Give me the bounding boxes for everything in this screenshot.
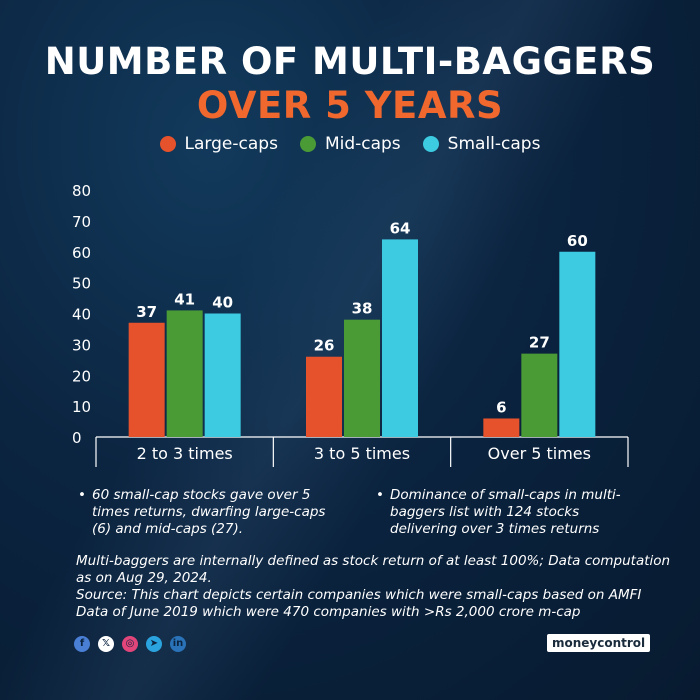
chart-subtitle: OVER 5 YEARS bbox=[196, 84, 504, 127]
bar-chart: 0 10 20 30 40 50 60 70 80 37 41 40 2 to 3 times 26 38 6… bbox=[72, 182, 629, 467]
bar bbox=[483, 418, 520, 437]
legend-label-mid-caps: Mid-caps bbox=[324, 134, 401, 154]
instagram-icon[interactable]: ◎ bbox=[122, 636, 138, 652]
social-links: f 𝕏 ◎ ➤ in bbox=[74, 636, 186, 652]
x-icon[interactable]: 𝕏 bbox=[98, 636, 114, 652]
footnotes: Multi-baggers are internally defined as … bbox=[76, 553, 676, 621]
telegram-icon[interactable]: ➤ bbox=[146, 636, 162, 652]
legend-label-large-caps: Large-caps bbox=[184, 134, 278, 154]
bullet-icon: • bbox=[78, 487, 86, 503]
takeaway-text: 60 small-cap stocks gave over 5 times re… bbox=[92, 487, 326, 537]
data-label: 40 bbox=[212, 294, 233, 312]
definition-note: Multi-baggers are internally defined as … bbox=[76, 553, 671, 586]
legend-swatch-small-caps bbox=[422, 136, 439, 152]
data-label: 38 bbox=[352, 300, 373, 318]
bar bbox=[166, 310, 203, 437]
bar bbox=[344, 319, 380, 437]
y-tick-label: 20 bbox=[72, 367, 91, 385]
y-tick-label: 0 bbox=[72, 429, 82, 447]
x-tick-label: Over 5 times bbox=[488, 444, 591, 463]
data-label: 27 bbox=[529, 334, 550, 352]
moneycontrol-logo: moneycontrol bbox=[547, 634, 651, 652]
bar bbox=[521, 353, 558, 437]
y-tick-label: 40 bbox=[72, 306, 91, 324]
bullet-icon: • bbox=[376, 487, 384, 503]
legend-item-mid-caps: Mid-caps bbox=[299, 134, 401, 154]
takeaway-text: Dominance of small-caps in multi-baggers… bbox=[390, 487, 621, 537]
x-tick-label: 3 to 5 times bbox=[314, 444, 410, 463]
y-tick-label: 60 bbox=[72, 244, 91, 262]
bar bbox=[306, 356, 342, 437]
bar bbox=[128, 322, 165, 437]
facebook-icon[interactable]: f bbox=[74, 636, 90, 652]
key-takeaways: • 60 small-cap stocks gave over 5 times … bbox=[78, 487, 638, 538]
data-label: 60 bbox=[567, 232, 588, 250]
source-note: Source: This chart depicts certain compa… bbox=[76, 587, 642, 620]
data-label: 26 bbox=[314, 337, 335, 355]
data-label: 6 bbox=[496, 398, 506, 416]
y-tick-label: 10 bbox=[72, 398, 91, 416]
takeaway-item: • 60 small-cap stocks gave over 5 times … bbox=[78, 487, 340, 538]
y-tick-label: 70 bbox=[72, 213, 91, 231]
data-label: 64 bbox=[390, 219, 411, 237]
chart-title: NUMBER OF MULTI-BAGGERS bbox=[44, 40, 656, 83]
legend-item-small-caps: Small-caps bbox=[422, 134, 541, 154]
linkedin-icon[interactable]: in bbox=[170, 636, 186, 652]
data-label: 41 bbox=[174, 290, 195, 308]
legend-item-large-caps: Large-caps bbox=[159, 134, 278, 154]
bar bbox=[204, 313, 241, 437]
legend-label-small-caps: Small-caps bbox=[447, 134, 541, 154]
chart-legend: Large-caps Mid-caps Small-caps bbox=[0, 134, 700, 154]
y-tick-label: 30 bbox=[72, 336, 91, 354]
legend-swatch-large-caps bbox=[159, 136, 176, 152]
bar bbox=[559, 251, 596, 437]
legend-swatch-mid-caps bbox=[299, 136, 316, 152]
bar bbox=[382, 239, 418, 437]
takeaway-item: • Dominance of small-caps in multi-bagge… bbox=[376, 487, 638, 538]
y-tick-label: 80 bbox=[72, 182, 91, 200]
x-tick-label: 2 to 3 times bbox=[137, 444, 233, 463]
data-label: 37 bbox=[136, 303, 157, 321]
y-tick-label: 50 bbox=[72, 275, 91, 293]
